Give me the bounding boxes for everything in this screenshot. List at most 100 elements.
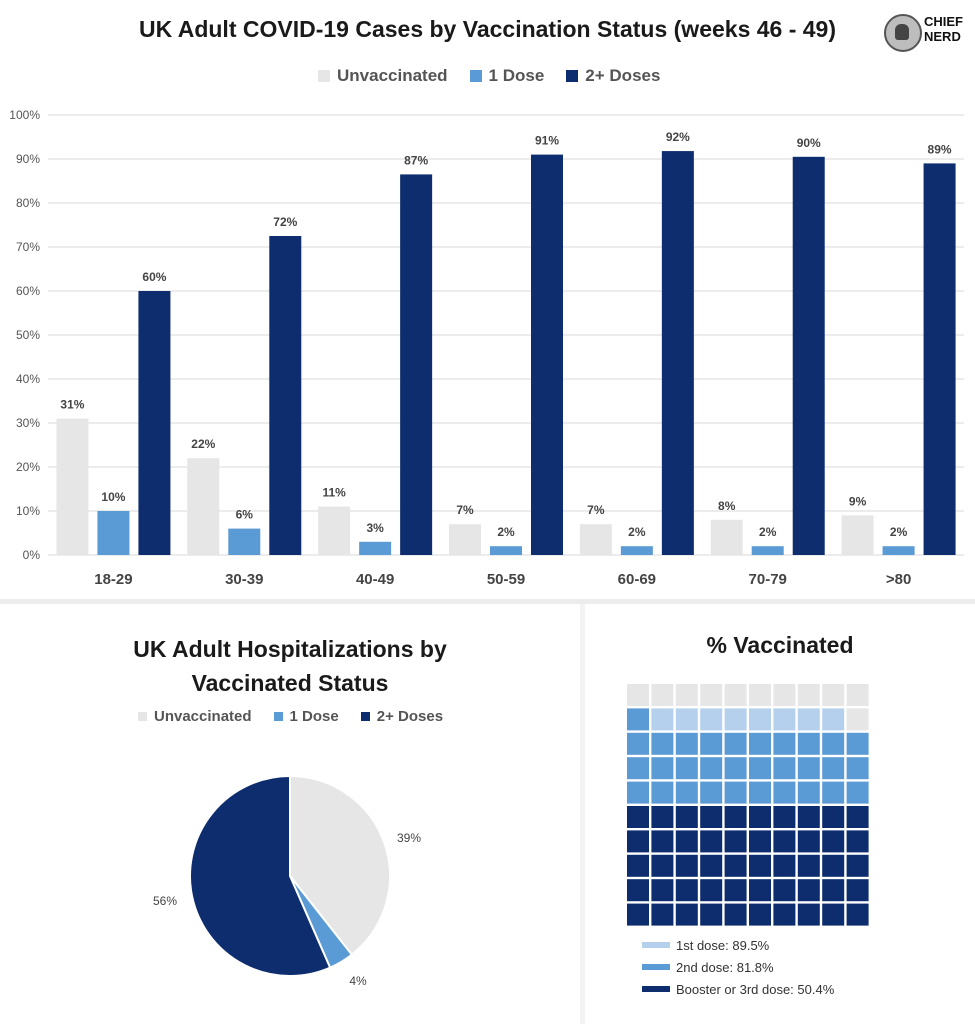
y-tick-label: 0% xyxy=(23,548,41,562)
bar-unvaccinated-6 xyxy=(841,515,874,555)
waffle-cell xyxy=(749,806,771,828)
bar-chart-title: UK Adult COVID-19 Cases by Vaccination S… xyxy=(138,16,837,42)
waffle-chart-legend: 1st dose: 89.5% 2nd dose: 81.8% Booster … xyxy=(642,934,834,1000)
bar-unvaccinated-4 xyxy=(579,524,612,555)
waffle-cell xyxy=(822,732,845,755)
waffle-cell xyxy=(700,903,723,926)
waffle-cell xyxy=(675,708,698,731)
waffle-cell xyxy=(797,830,820,853)
legend-item-unvaccinated: Unvaccinated xyxy=(318,66,448,86)
waffle-cell xyxy=(846,732,869,755)
bar-chart-panel: UK Adult COVID-19 Cases by Vaccination S… xyxy=(9,14,964,588)
waffle-cell xyxy=(700,806,723,828)
y-tick-label: 20% xyxy=(16,460,40,474)
bar-data-label: 90% xyxy=(797,136,821,150)
waffle-legend-booster: Booster or 3rd dose: 50.4% xyxy=(642,978,834,1000)
y-tick-label: 40% xyxy=(16,372,40,386)
chief-nerd-avatar-icon xyxy=(884,14,922,52)
y-tick-label: 80% xyxy=(16,196,40,210)
waffle-cell xyxy=(773,732,796,755)
waffle-cell xyxy=(651,684,674,706)
y-tick-label: 30% xyxy=(16,416,40,430)
waffle-cell xyxy=(651,903,674,926)
pie-chart-panel: UK Adult Hospitalizations by Vaccinated … xyxy=(0,604,580,1024)
bar-unvaccinated-2 xyxy=(318,506,351,555)
bar-data-label: 10% xyxy=(101,490,125,504)
waffle-cell xyxy=(627,732,649,755)
waffle-cell xyxy=(846,781,869,804)
bar-1-dose-5 xyxy=(751,546,784,555)
bar-data-label: 3% xyxy=(366,521,384,535)
waffle-cell xyxy=(773,903,796,926)
pie-data-label: 56% xyxy=(153,894,177,908)
waffle-cell xyxy=(627,854,649,877)
waffle-cell xyxy=(627,708,649,731)
waffle-cell xyxy=(627,830,649,853)
bar-data-label: 31% xyxy=(60,398,84,412)
waffle-cell xyxy=(846,903,869,926)
waffle-cell xyxy=(749,684,771,706)
waffle-cell xyxy=(797,903,820,926)
waffle-cell xyxy=(773,684,796,706)
waffle-cell xyxy=(773,830,796,853)
pie-legend-item-unvaccinated: Unvaccinated xyxy=(138,708,252,725)
waffle-cell xyxy=(627,781,649,804)
bar-data-label: 7% xyxy=(456,503,474,517)
bar-2-doses-5 xyxy=(792,156,825,556)
waffle-cell xyxy=(822,757,845,780)
bar-data-label: 89% xyxy=(928,142,952,156)
waffle-cell xyxy=(651,854,674,877)
y-tick-label: 70% xyxy=(16,240,40,254)
bar-data-label: 6% xyxy=(236,508,254,522)
bar-2-doses-2 xyxy=(400,174,433,555)
waffle-cell xyxy=(822,684,845,706)
pie-chart-legend: Unvaccinated 1 Dose 2+ Doses xyxy=(138,708,465,725)
waffle-cell xyxy=(724,708,747,731)
waffle-cell xyxy=(724,757,747,780)
bar-1-dose-1 xyxy=(228,528,261,555)
waffle-cell xyxy=(822,806,845,828)
bar-2-doses-0 xyxy=(138,291,171,555)
waffle-chart-title: % Vaccinated xyxy=(706,632,854,658)
waffle-cell xyxy=(724,879,747,902)
waffle-cell xyxy=(651,781,674,804)
waffle-legend-swatch-first-dose xyxy=(642,942,670,948)
pie-chart-svg: 39% 4% 56% xyxy=(153,774,421,988)
waffle-cell xyxy=(651,708,674,731)
waffle-cell xyxy=(797,708,820,731)
waffle-legend-swatch-booster xyxy=(642,986,670,992)
waffle-cell xyxy=(724,903,747,926)
bar-1-dose-2 xyxy=(359,541,392,555)
waffle-cell xyxy=(724,684,747,706)
waffle-cell xyxy=(724,781,747,804)
waffle-cell xyxy=(797,781,820,804)
y-tick-label: 10% xyxy=(16,504,40,518)
waffle-cell xyxy=(700,854,723,877)
bar-data-label: 2% xyxy=(628,525,646,539)
pie-data-label: 39% xyxy=(397,831,421,845)
waffle-cell xyxy=(773,806,796,828)
waffle-cell xyxy=(675,781,698,804)
waffle-cell xyxy=(797,879,820,902)
waffle-cell xyxy=(773,879,796,902)
waffle-cell xyxy=(773,757,796,780)
panel-divider xyxy=(0,599,975,604)
waffle-chart-svg xyxy=(627,684,869,926)
y-tick-label: 100% xyxy=(9,108,40,122)
bar-unvaccinated-0 xyxy=(56,418,89,555)
waffle-cell xyxy=(822,903,845,926)
waffle-cell xyxy=(651,830,674,853)
y-tick-label: 90% xyxy=(16,152,40,166)
waffle-cell xyxy=(700,879,723,902)
waffle-cell xyxy=(700,757,723,780)
waffle-cell xyxy=(627,684,649,706)
pie-data-label: 4% xyxy=(349,974,367,988)
x-tick-label: 18-29 xyxy=(94,571,132,588)
x-tick-label: 30-39 xyxy=(225,571,263,588)
waffle-cell xyxy=(749,781,771,804)
waffle-cell xyxy=(773,708,796,731)
waffle-cell xyxy=(627,879,649,902)
bar-data-label: 8% xyxy=(718,499,736,513)
waffle-cell xyxy=(797,854,820,877)
waffle-cell xyxy=(700,684,723,706)
